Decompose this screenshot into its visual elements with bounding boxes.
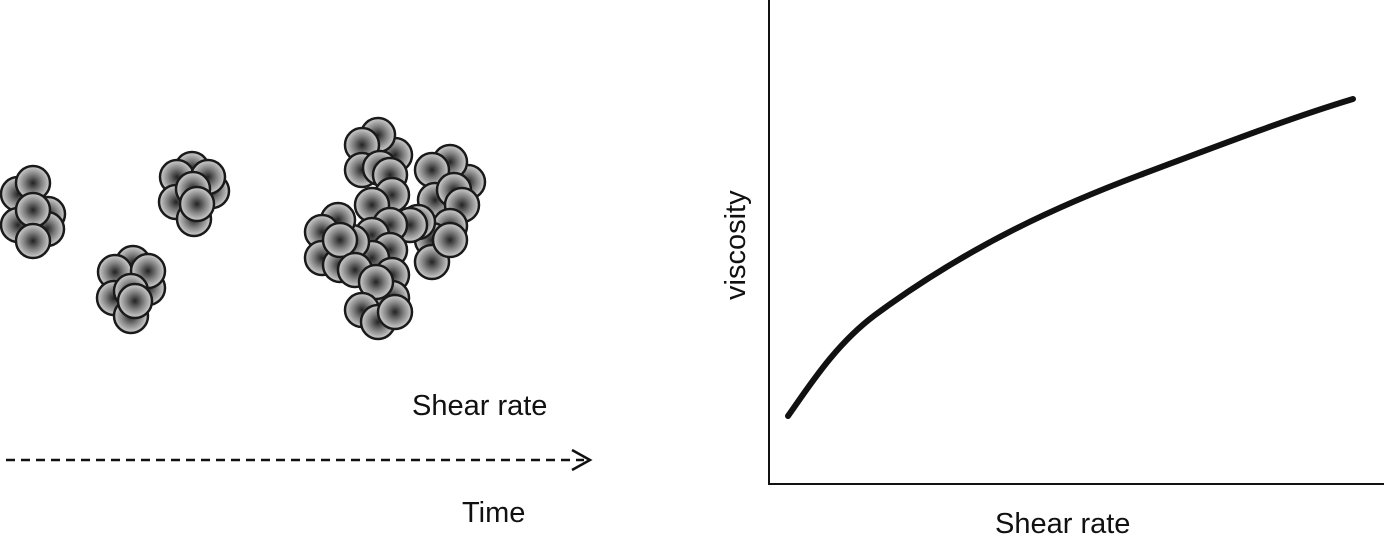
- particle-cluster: [343, 116, 414, 194]
- particle: [14, 222, 52, 260]
- time-arrow: [6, 448, 593, 472]
- particle: [14, 191, 52, 229]
- x-axis-label: Shear rate: [995, 508, 1130, 540]
- time-arrow-head: [571, 448, 593, 472]
- particle-clusters: [0, 116, 487, 341]
- y-axis-label: viscosity: [720, 190, 752, 300]
- particle-cluster: [95, 244, 167, 335]
- particle: [321, 221, 359, 259]
- time-label: Time: [462, 497, 525, 529]
- particle: [376, 293, 414, 331]
- viscosity-curve: [785, 96, 1356, 419]
- particle: [431, 221, 469, 259]
- shear-rate-label: Shear rate: [412, 390, 547, 422]
- particle: [116, 282, 154, 320]
- particle-cluster: [0, 164, 67, 260]
- particle: [178, 185, 216, 223]
- viscosity-graph: viscosity Shear rate: [720, 0, 1384, 540]
- particle-cluster: [157, 150, 231, 238]
- particle-cluster: [343, 263, 414, 341]
- particle-cluster: [303, 201, 374, 289]
